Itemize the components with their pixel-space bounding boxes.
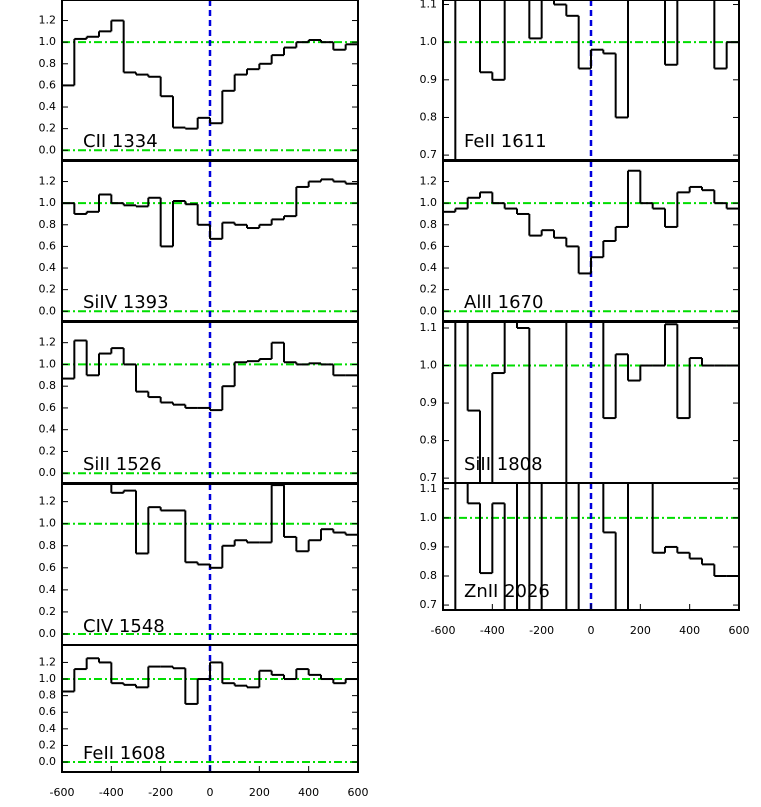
y-tick-label: 0.2: [420, 283, 438, 296]
y-tick-label: 0.7: [420, 471, 438, 484]
x-tick-label: 600: [348, 786, 369, 799]
y-tick-label: 1.2: [420, 175, 438, 188]
y-tick-label: 1.2: [39, 655, 57, 668]
x-tick-label: -200: [148, 786, 173, 799]
y-tick-label: 1.0: [420, 511, 438, 524]
line-label: AlII 1670: [464, 292, 543, 313]
y-tick-label: 1.0: [39, 517, 57, 530]
y-tick-label: 0.0: [39, 143, 57, 156]
y-tick-label: 0.8: [420, 218, 438, 231]
y-tick-label: 0.6: [39, 401, 57, 414]
y-tick-label: 0.7: [420, 598, 438, 611]
panel: [62, 645, 358, 772]
y-tick-label: 0.8: [39, 379, 57, 392]
y-tick-label: 0.6: [39, 705, 57, 718]
y-tick-label: 0.8: [420, 434, 438, 447]
x-tick-label: 400: [679, 624, 700, 637]
y-tick-label: 0.8: [420, 569, 438, 582]
y-tick-label: 0.0: [39, 466, 57, 479]
y-tick-label: 0.2: [39, 738, 57, 751]
panel: [443, 161, 739, 321]
panel: [62, 322, 358, 483]
y-tick-label: 1.0: [420, 359, 438, 372]
y-tick-label: 0.8: [39, 57, 57, 70]
y-tick-label: 0.6: [39, 78, 57, 91]
panel: [62, 484, 358, 645]
line-label: SiII 1526: [83, 454, 162, 475]
y-tick-label: 0.2: [39, 444, 57, 457]
panel: [443, 483, 739, 610]
y-tick-label: 0.0: [39, 755, 57, 768]
x-tick-label: 0: [588, 624, 595, 637]
y-tick-label: 1.0: [39, 35, 57, 48]
y-tick-label: 0.4: [39, 423, 57, 436]
x-tick-label: -600: [431, 624, 456, 637]
y-tick-label: 1.1: [420, 482, 438, 495]
y-tick-label: 0.4: [39, 261, 57, 274]
y-tick-label: 0.9: [420, 540, 438, 553]
y-tick-label: 1.2: [39, 175, 57, 188]
x-tick-label: 600: [729, 624, 750, 637]
y-tick-label: 0.8: [39, 539, 57, 552]
y-tick-label: 0.4: [420, 261, 438, 274]
y-tick-label: 0.4: [39, 583, 57, 596]
line-label: CIV 1548: [83, 616, 165, 637]
panel: [443, 322, 739, 483]
y-tick-label: 0.0: [420, 304, 438, 317]
x-tick-label: 200: [249, 786, 270, 799]
y-tick-label: 0.0: [39, 304, 57, 317]
x-tick-label: -400: [99, 786, 124, 799]
x-tick-label: 0: [207, 786, 214, 799]
x-tick-label: 200: [630, 624, 651, 637]
x-tick-label: 400: [298, 786, 319, 799]
y-tick-label: 0.2: [39, 122, 57, 135]
y-tick-label: 0.6: [39, 561, 57, 574]
y-tick-label: 0.9: [420, 396, 438, 409]
y-tick-label: 0.8: [39, 218, 57, 231]
y-tick-label: 0.0: [39, 627, 57, 640]
y-tick-label: 0.6: [39, 239, 57, 252]
y-tick-label: 0.4: [39, 100, 57, 113]
x-tick-label: -600: [50, 786, 75, 799]
y-tick-label: 1.1: [420, 321, 438, 334]
y-tick-label: 1.2: [39, 495, 57, 508]
y-tick-label: 1.2: [39, 14, 57, 27]
panel: [62, 0, 358, 160]
y-tick-label: 1.2: [39, 336, 57, 349]
y-tick-label: 0.6: [420, 239, 438, 252]
y-tick-label: 0.8: [39, 689, 57, 702]
y-tick-label: 1.0: [39, 672, 57, 685]
y-tick-label: 1.0: [39, 196, 57, 209]
y-tick-label: 0.4: [39, 722, 57, 735]
line-label: FeII 1611: [464, 131, 547, 152]
y-tick-label: 0.2: [39, 605, 57, 618]
line-label: CII 1334: [83, 131, 158, 152]
x-tick-label: -400: [480, 624, 505, 637]
line-label: FeII 1608: [83, 743, 166, 764]
x-tick-label: -200: [529, 624, 554, 637]
line-label: SiII 1808: [464, 454, 543, 475]
y-tick-label: 1.0: [420, 35, 438, 48]
y-tick-label: 1.1: [420, 0, 438, 11]
line-label: ZnII 2026: [464, 581, 550, 602]
panel: [62, 161, 358, 321]
y-tick-label: 0.9: [420, 73, 438, 86]
y-tick-label: 0.2: [39, 283, 57, 296]
y-tick-label: 1.0: [420, 196, 438, 209]
y-tick-label: 0.7: [420, 148, 438, 161]
y-tick-label: 1.0: [39, 357, 57, 370]
line-label: SiIV 1393: [83, 292, 169, 313]
y-tick-label: 0.8: [420, 110, 438, 123]
